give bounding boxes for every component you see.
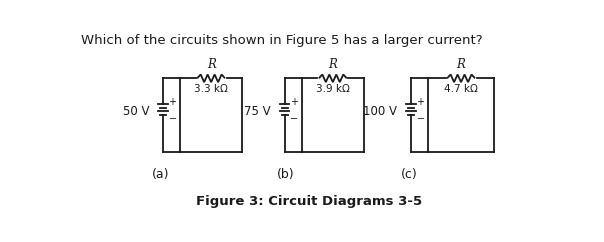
Text: −: −: [290, 114, 298, 124]
Text: +: +: [290, 97, 298, 107]
Text: 3.3 kΩ: 3.3 kΩ: [194, 84, 228, 94]
Text: −: −: [169, 114, 176, 124]
Text: −: −: [417, 114, 425, 124]
Text: +: +: [169, 97, 176, 107]
Text: Figure 3: Circuit Diagrams 3-5: Figure 3: Circuit Diagrams 3-5: [196, 195, 423, 208]
Text: 50 V: 50 V: [123, 105, 149, 118]
Text: 3.9 kΩ: 3.9 kΩ: [316, 84, 350, 94]
Text: 75 V: 75 V: [244, 105, 271, 118]
Text: (b): (b): [277, 168, 295, 181]
Text: +: +: [417, 97, 425, 107]
Text: (c): (c): [401, 168, 418, 181]
Text: R: R: [457, 58, 466, 71]
Text: R: R: [329, 58, 337, 71]
Text: 100 V: 100 V: [363, 105, 397, 118]
Text: R: R: [207, 58, 216, 71]
Text: (a): (a): [152, 168, 169, 181]
Text: 4.7 kΩ: 4.7 kΩ: [444, 84, 478, 94]
Text: Which of the circuits shown in Figure 5 has a larger current?: Which of the circuits shown in Figure 5 …: [81, 34, 483, 47]
